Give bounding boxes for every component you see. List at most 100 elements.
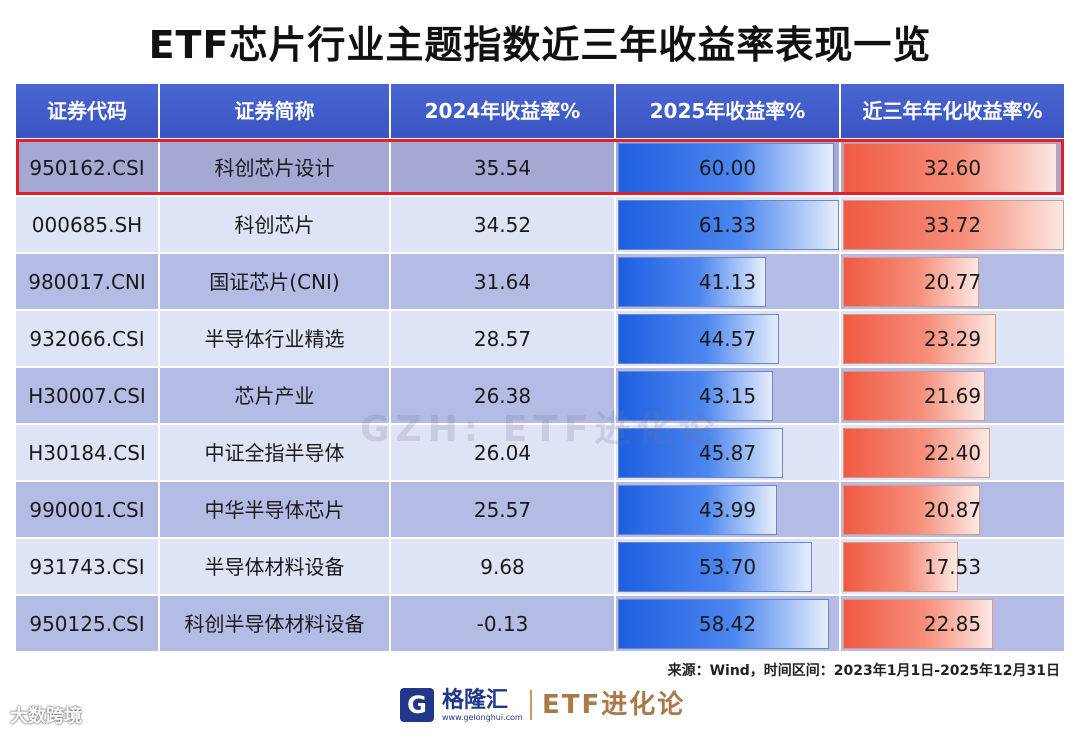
bar-label-2025: 41.13 [698, 270, 757, 294]
header-name: 证券简称 [160, 84, 391, 138]
bar-label-3y: 22.40 [923, 441, 982, 465]
cell-2024: 31.64 [391, 252, 616, 309]
header-3y: 近三年年化收益率% [841, 84, 1066, 138]
bar-2025 [618, 428, 784, 478]
cell-code: 950162.CSI [16, 138, 160, 195]
cell-code: 000685.SH [16, 195, 160, 252]
bar-label-3y: 22.85 [923, 612, 982, 636]
table-row: H30184.CSI 中证全指半导体 26.04 45.87 22.40 [16, 423, 1066, 480]
cell-3y: 17.53 [841, 537, 1066, 594]
cell-2024: 35.54 [391, 138, 616, 195]
cell-3y: 20.87 [841, 480, 1066, 537]
bar-2025 [618, 542, 812, 592]
bar-label-2025: 53.70 [698, 555, 757, 579]
header-2024: 2024年收益率% [391, 84, 616, 138]
bar-label-3y: 20.77 [923, 270, 982, 294]
table-row: 950162.CSI 科创芯片设计 35.54 60.00 32.60 [16, 138, 1066, 195]
cell-2024: 34.52 [391, 195, 616, 252]
bar-label-2025: 60.00 [698, 156, 757, 180]
cell-2025: 45.87 [616, 423, 841, 480]
cell-2024: 9.68 [391, 537, 616, 594]
cell-code: 950125.CSI [16, 594, 160, 651]
cell-name: 半导体行业精选 [160, 309, 391, 366]
table-header: 证券代码 证券简称 2024年收益率% 2025年收益率% 近三年年化收益率% [16, 84, 1066, 138]
bar-2025 [618, 485, 777, 535]
bar-label-3y: 21.69 [923, 384, 982, 408]
cell-code: 931743.CSI [16, 537, 160, 594]
bar-3y [843, 428, 990, 478]
bar-2025 [618, 200, 839, 250]
cell-2025: 43.99 [616, 480, 841, 537]
cell-code: H30007.CSI [16, 366, 160, 423]
table-row: 000685.SH 科创芯片 34.52 61.33 33.72 [16, 195, 1066, 252]
cell-name: 中证全指半导体 [160, 423, 391, 480]
logo-url: www.gelonghui.com [442, 713, 523, 722]
bar-2025 [618, 143, 835, 193]
cell-2024: 26.04 [391, 423, 616, 480]
cell-2025: 61.33 [616, 195, 841, 252]
cell-2024: 28.57 [391, 309, 616, 366]
logo-divider [530, 690, 532, 720]
bar-label-2025: 45.87 [698, 441, 757, 465]
cell-name: 科创芯片设计 [160, 138, 391, 195]
bar-3y [843, 599, 993, 649]
bar-3y [843, 257, 980, 307]
table-row: 980017.CNI 国证芯片(CNI) 31.64 41.13 20.77 [16, 252, 1066, 309]
bar-label-2025: 44.57 [698, 327, 757, 351]
cell-2025: 60.00 [616, 138, 841, 195]
cell-2024: -0.13 [391, 594, 616, 651]
source-note: 来源：Wind，时间区间：2023年1月1日-2025年12月31日 [667, 663, 1060, 679]
bar-2025 [618, 314, 779, 364]
bar-label-3y: 23.29 [923, 327, 982, 351]
bar-label-2025: 58.42 [698, 612, 757, 636]
bar-2025 [618, 599, 829, 649]
bar-label-3y: 33.72 [923, 213, 982, 237]
cell-2024: 25.57 [391, 480, 616, 537]
cell-3y: 23.29 [841, 309, 1066, 366]
cell-2025: 43.15 [616, 366, 841, 423]
table-row: H30007.CSI 芯片产业 26.38 43.15 21.69 [16, 366, 1066, 423]
cell-name: 半导体材料设备 [160, 537, 391, 594]
cell-3y: 20.77 [841, 252, 1066, 309]
cell-3y: 32.60 [841, 138, 1066, 195]
cell-3y: 21.69 [841, 366, 1066, 423]
cell-code: H30184.CSI [16, 423, 160, 480]
returns-table: 证券代码 证券简称 2024年收益率% 2025年收益率% 近三年年化收益率% 9501… [16, 84, 1066, 654]
bar-label-3y: 20.87 [923, 498, 982, 522]
bar-3y [843, 143, 1057, 193]
cell-name: 芯片产业 [160, 366, 391, 423]
header-code: 证券代码 [16, 84, 160, 138]
bar-3y [843, 314, 996, 364]
cell-3y: 22.85 [841, 594, 1066, 651]
bar-label-3y: 17.53 [923, 555, 982, 579]
footer-logo: G 格隆汇 www.gelonghui.com ETF进化论 [400, 686, 730, 726]
header-2025: 2025年收益率% [616, 84, 841, 138]
brand-name: ETF进化论 [542, 690, 686, 720]
cell-name: 中华半导体芯片 [160, 480, 391, 537]
corner-watermark: 大数跨境 [10, 706, 82, 727]
cell-name: 科创半导体材料设备 [160, 594, 391, 651]
cell-2025: 58.42 [616, 594, 841, 651]
bar-label-2025: 61.33 [698, 213, 757, 237]
cell-2024: 26.38 [391, 366, 616, 423]
page-title: ETF芯片行业主题指数近三年收益率表现一览 [148, 23, 932, 67]
bar-3y [843, 485, 980, 535]
table-row: 950125.CSI 科创半导体材料设备 -0.13 58.42 22.85 [16, 594, 1066, 651]
table-row: 990001.CSI 中华半导体芯片 25.57 43.99 20.87 [16, 480, 1066, 537]
cell-3y: 33.72 [841, 195, 1066, 252]
gelonghui-logo-icon: G [400, 688, 434, 722]
bar-label-2025: 43.15 [698, 384, 757, 408]
bar-3y [843, 200, 1064, 250]
bar-label-3y: 32.60 [923, 156, 982, 180]
cell-2025: 44.57 [616, 309, 841, 366]
table-row: 931743.CSI 半导体材料设备 9.68 53.70 17.53 [16, 537, 1066, 594]
cell-code: 980017.CNI [16, 252, 160, 309]
logo-text: 格隆汇 [442, 688, 509, 713]
bar-2025 [618, 257, 767, 307]
cell-name: 国证芯片(CNI) [160, 252, 391, 309]
cell-2025: 41.13 [616, 252, 841, 309]
cell-2025: 53.70 [616, 537, 841, 594]
cell-3y: 22.40 [841, 423, 1066, 480]
bar-2025 [618, 371, 774, 421]
